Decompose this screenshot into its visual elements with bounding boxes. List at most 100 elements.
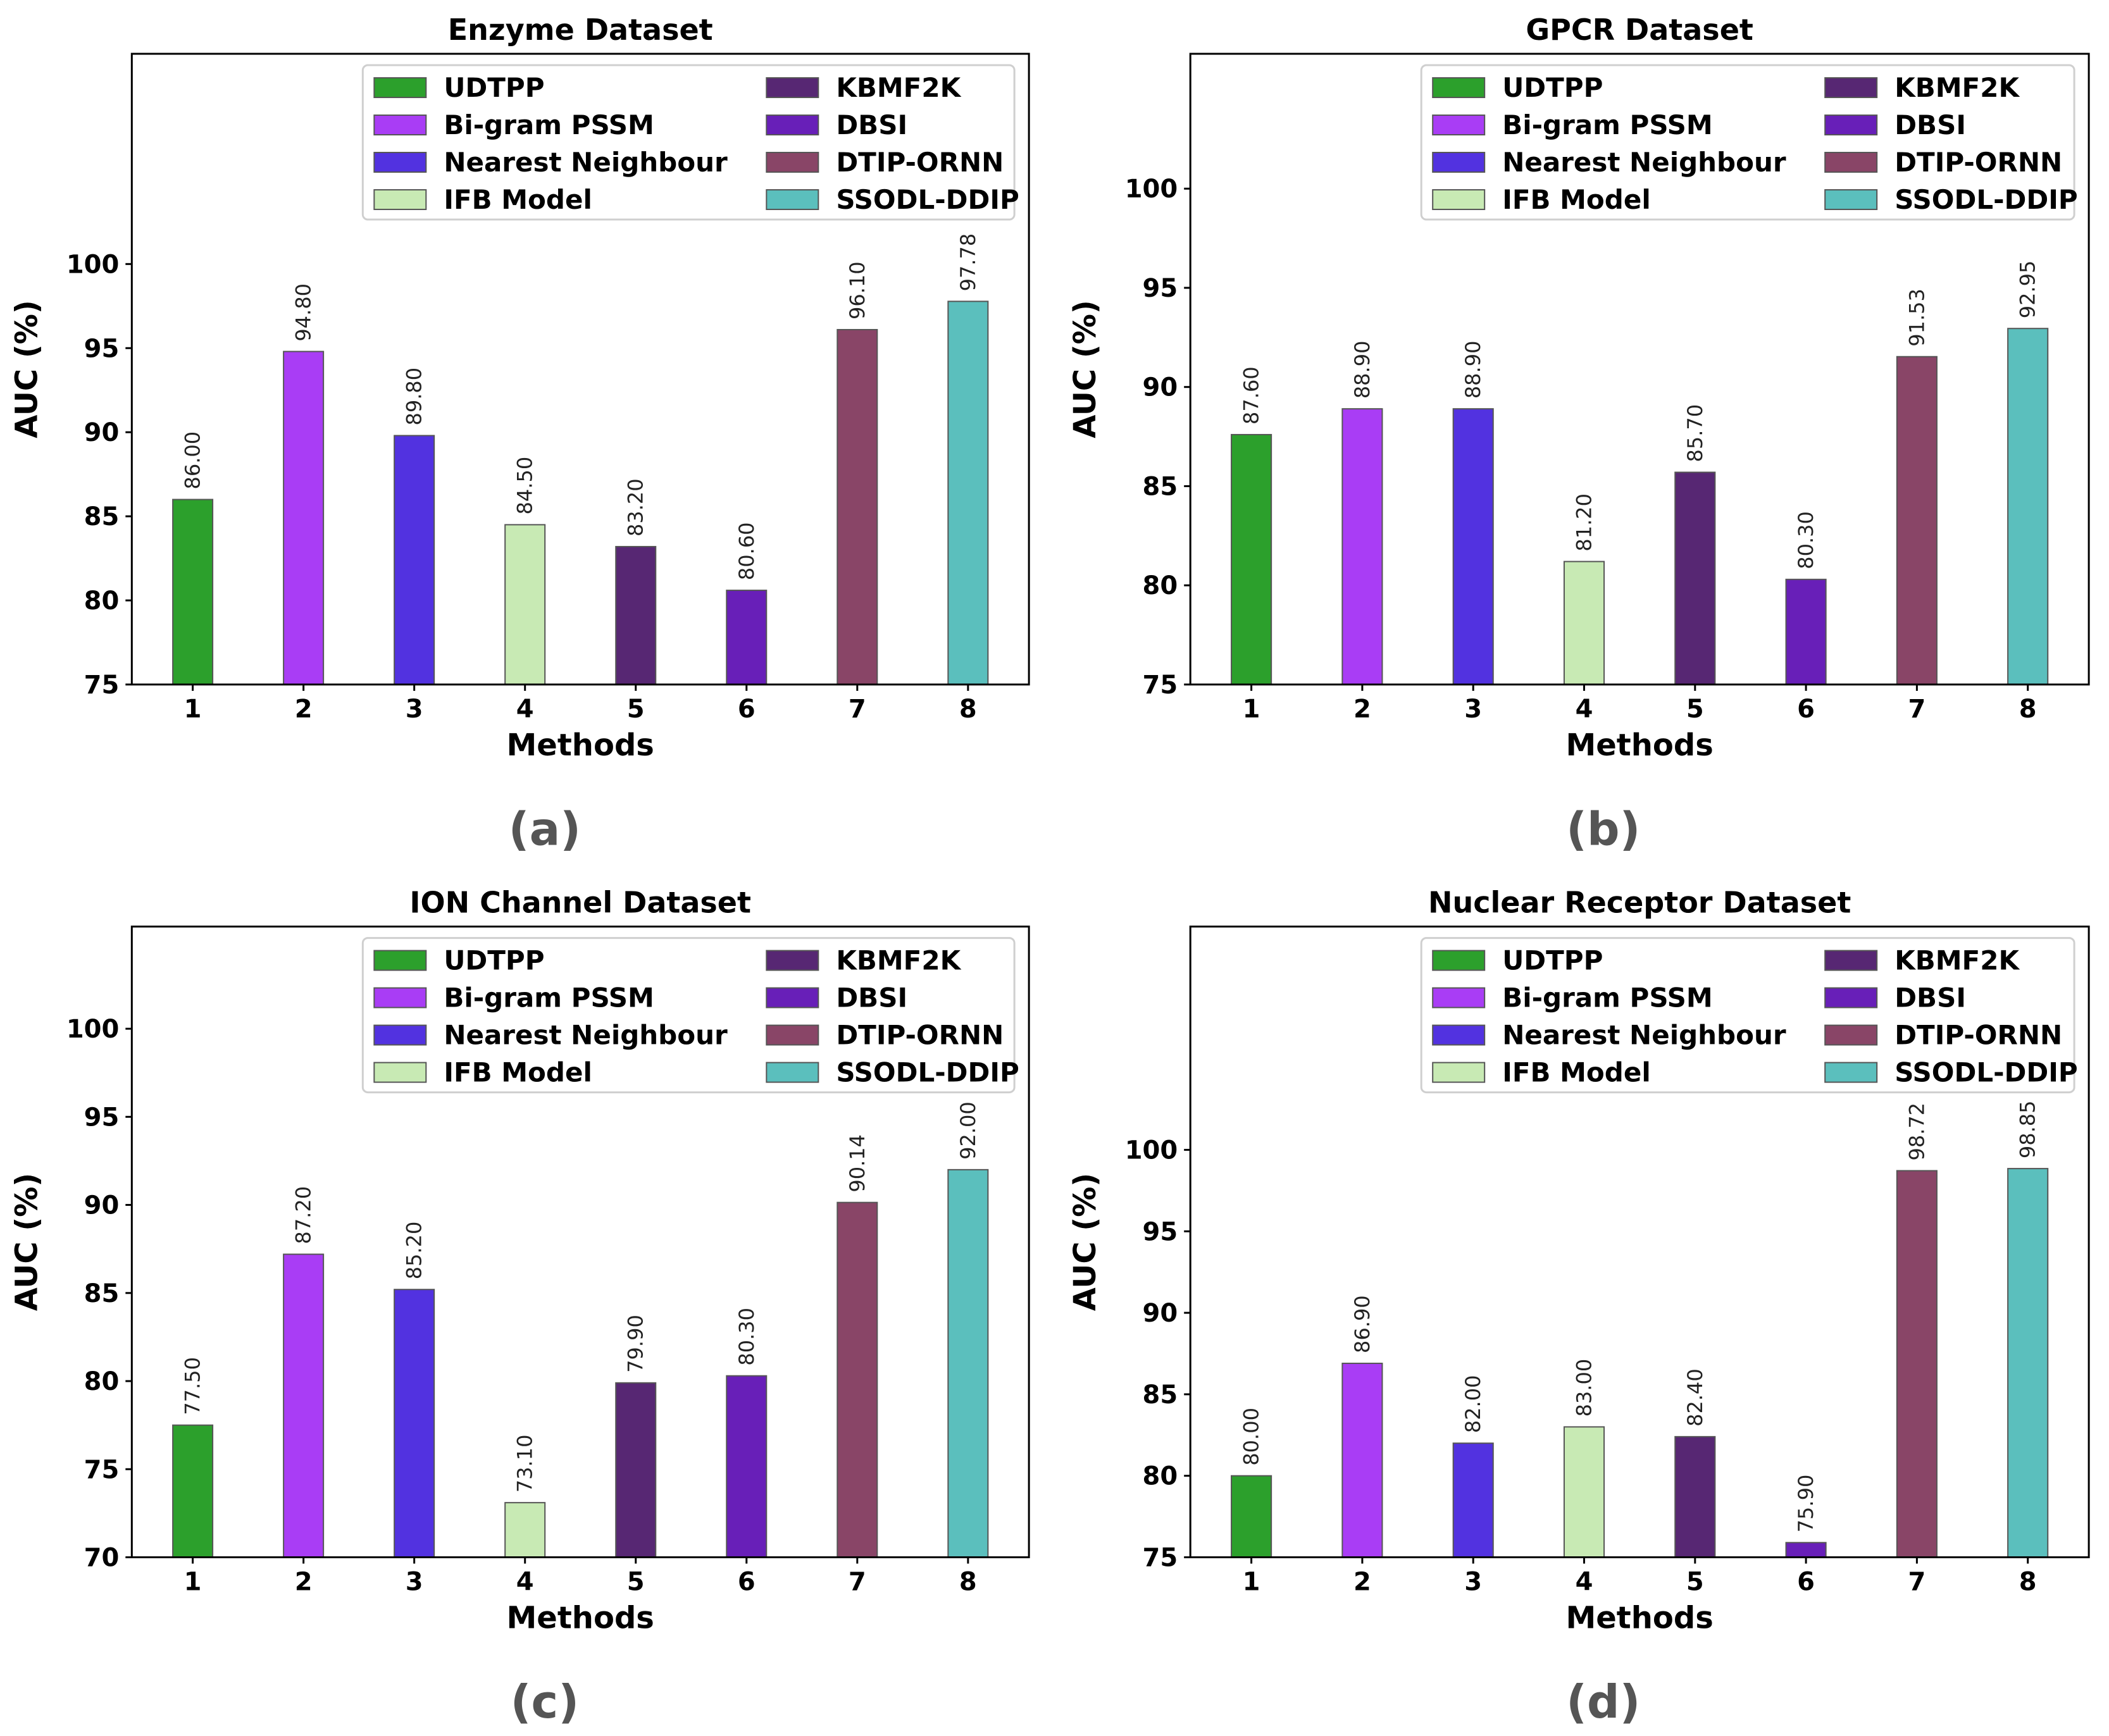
legend-label: KBMF2K <box>836 945 961 976</box>
x-tick-label: 8 <box>2019 695 2037 724</box>
legend-swatch <box>1432 115 1486 136</box>
chart-panel-2: GPCR Dataset 87.60 1 88.90 2 88.90 3 81.20 4 85.7… <box>1067 13 2090 856</box>
legend-swatch <box>1824 1024 1878 1046</box>
legend-label: DBSI <box>836 983 907 1014</box>
legend-swatch <box>766 189 819 211</box>
y-axis-label: AUC (%) <box>9 1173 44 1311</box>
bar-method-7 <box>837 1201 878 1558</box>
x-tick-label: 3 <box>1464 1567 1482 1596</box>
legend-label: IFB Model <box>444 184 592 215</box>
y-axis-label: AUC (%) <box>1067 300 1103 438</box>
x-axis-label: Methods <box>1565 728 1713 763</box>
legend-frame <box>361 937 1016 1094</box>
y-tick-label: 100 <box>66 1015 120 1044</box>
bar-value-label: 82.00 <box>1461 1375 1485 1434</box>
legend-swatch <box>373 1062 427 1083</box>
chart-title: Enzyme Dataset <box>448 13 713 47</box>
bar-value-label: 98.85 <box>2016 1100 2040 1158</box>
bar-method-8 <box>947 1169 989 1558</box>
panel-caption: (b) <box>1566 803 1640 856</box>
legend-label: DTIP-ORNN <box>836 1020 1004 1051</box>
bar-method-3 <box>1452 1442 1494 1558</box>
x-tick-label: 3 <box>1464 695 1482 724</box>
legend-label: SSODL-DDIP <box>1894 1057 2078 1088</box>
legend-label: Nearest Neighbour <box>1502 1020 1786 1051</box>
bar-method-7 <box>1896 1170 1938 1558</box>
x-tick-label: 4 <box>516 1567 534 1596</box>
bar-method-5 <box>615 1382 657 1558</box>
legend-swatch <box>1432 1062 1486 1083</box>
chart-panel-4: Nuclear Receptor Dataset 80.00 1 86.90 2 82.0… <box>1067 886 2090 1728</box>
legend-swatch <box>373 77 427 99</box>
x-tick-label: 8 <box>959 695 977 724</box>
bar-method-2 <box>1341 1362 1383 1558</box>
bar-method-2 <box>283 1253 325 1558</box>
bar-value-label: 88.90 <box>1350 341 1374 399</box>
bar-method-4 <box>504 1502 546 1558</box>
bar-value-label: 88.90 <box>1461 341 1485 399</box>
x-tick-label: 2 <box>1353 695 1371 724</box>
bar-value-label: 77.50 <box>181 1357 205 1415</box>
y-tick-label: 85 <box>1143 472 1178 501</box>
legend-label: DTIP-ORNN <box>1894 1020 2062 1051</box>
x-tick-label: 2 <box>1353 1567 1371 1596</box>
bar-method-6 <box>1785 1542 1827 1558</box>
y-tick-label: 95 <box>1143 1217 1178 1246</box>
bar-method-8 <box>2007 328 2049 685</box>
y-tick-label: 80 <box>1143 1462 1178 1491</box>
panel-caption: (d) <box>1566 1675 1640 1728</box>
legend-swatch <box>373 950 427 971</box>
plot-frame <box>130 926 1030 1558</box>
legend-label: SSODL-DDIP <box>836 1057 1019 1088</box>
x-tick-label: 7 <box>1908 1567 1925 1596</box>
bar-method-5 <box>1674 1435 1716 1558</box>
legend-swatch <box>1824 77 1878 99</box>
bar-value-label: 97.78 <box>956 233 980 292</box>
y-tick-label: 90 <box>84 418 120 447</box>
chart-panel-1: Enzyme Dataset 86.00 1 94.80 2 89.80 3 84.50 4 83… <box>9 13 1030 856</box>
legend-label: IFB Model <box>1502 1057 1651 1088</box>
legend-swatch <box>1824 152 1878 173</box>
legend-swatch <box>766 987 819 1008</box>
bar-method-7 <box>1896 356 1938 685</box>
y-tick-label: 90 <box>1143 373 1178 402</box>
bar-value-label: 84.50 <box>513 457 537 515</box>
legend-label: SSODL-DDIP <box>836 184 1019 215</box>
x-axis-label: Methods <box>507 1600 654 1635</box>
x-tick-label: 7 <box>849 1567 866 1596</box>
legend-swatch <box>1824 987 1878 1008</box>
legend-label: Bi-gram PSSM <box>444 983 654 1014</box>
bar-method-4 <box>1563 1426 1605 1558</box>
y-tick-label: 90 <box>84 1191 120 1220</box>
legend-swatch <box>1432 152 1486 173</box>
bar-value-label: 87.20 <box>292 1186 316 1244</box>
bar-method-3 <box>394 435 435 685</box>
legend-swatch <box>766 1062 819 1083</box>
x-tick-label: 8 <box>2019 1567 2037 1596</box>
y-tick-label: 85 <box>84 1279 120 1308</box>
bar-value-label: 80.30 <box>1794 511 1818 569</box>
x-tick-label: 6 <box>1797 1567 1815 1596</box>
bar-value-label: 80.30 <box>735 1308 759 1366</box>
x-tick-label: 1 <box>184 695 202 724</box>
y-tick-label: 95 <box>84 334 120 363</box>
bar-method-7 <box>837 329 878 685</box>
legend-swatch <box>373 115 427 136</box>
x-tick-label: 8 <box>959 1567 977 1596</box>
bar-method-5 <box>1674 471 1716 685</box>
bar-value-label: 80.00 <box>1240 1408 1264 1466</box>
legend-swatch <box>1432 950 1486 971</box>
bar-value-label: 96.10 <box>845 261 869 319</box>
x-tick-label: 6 <box>738 1567 756 1596</box>
plot-frame <box>130 53 1030 686</box>
x-tick-label: 7 <box>1908 695 1925 724</box>
y-tick-label: 80 <box>1143 571 1178 600</box>
legend-swatch <box>373 152 427 173</box>
bar-method-6 <box>1785 578 1827 685</box>
y-tick-label: 75 <box>1143 671 1178 700</box>
legend: UDTPP Bi-gram PSSM Nearest Neighbour IFB Mo… <box>1420 937 2078 1094</box>
x-tick-label: 2 <box>295 1567 313 1596</box>
legend-label: IFB Model <box>444 1057 592 1088</box>
x-tick-label: 3 <box>406 1567 423 1596</box>
